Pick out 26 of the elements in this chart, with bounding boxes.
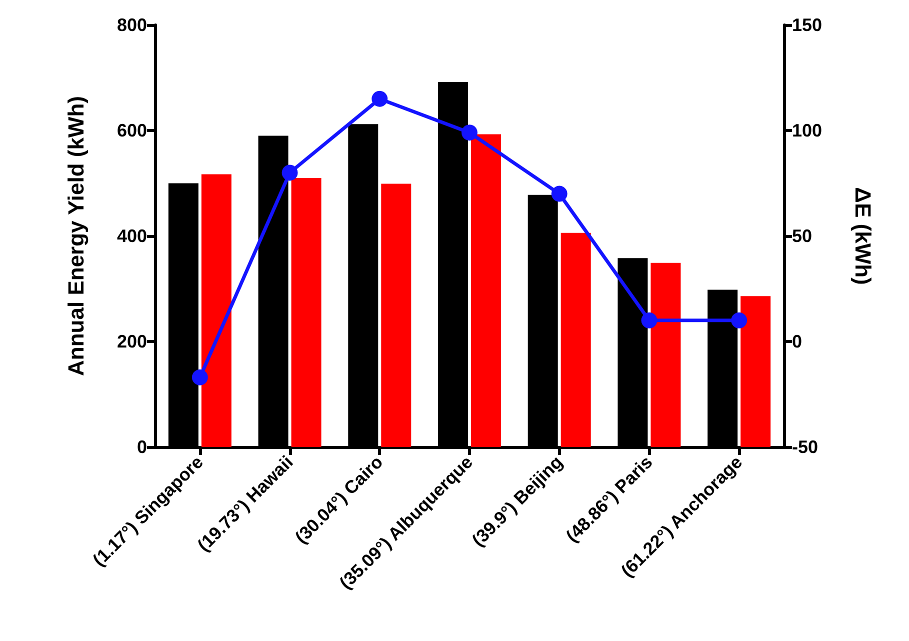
y2-tick-label: 100 — [792, 120, 822, 140]
y2-tick-label: 0 — [792, 332, 802, 352]
y-tick-label: 200 — [116, 332, 147, 352]
point — [282, 164, 298, 181]
bar — [560, 232, 591, 447]
y2-axis-title: ΔE (kWh) — [850, 187, 876, 285]
point — [192, 369, 208, 386]
bar — [291, 178, 322, 447]
y-tick-label: 400 — [116, 226, 147, 246]
y-tick-label: 800 — [116, 15, 147, 35]
bar — [740, 296, 771, 447]
point — [731, 312, 748, 328]
y2-tick-label: 50 — [792, 226, 812, 246]
bar — [650, 262, 681, 447]
y2-tick-label: 150 — [792, 15, 822, 35]
bar — [381, 184, 412, 447]
y-tick-label: 0 — [136, 437, 147, 457]
y2-tick-label: -50 — [792, 437, 818, 457]
bar — [201, 174, 232, 447]
y-axis-title: Annual Energy Yield (kWh) — [64, 96, 88, 376]
bar — [471, 134, 501, 447]
point — [551, 186, 568, 202]
point — [372, 90, 388, 107]
point — [641, 312, 658, 328]
y-tick-label: 600 — [116, 120, 147, 140]
point — [462, 124, 478, 141]
